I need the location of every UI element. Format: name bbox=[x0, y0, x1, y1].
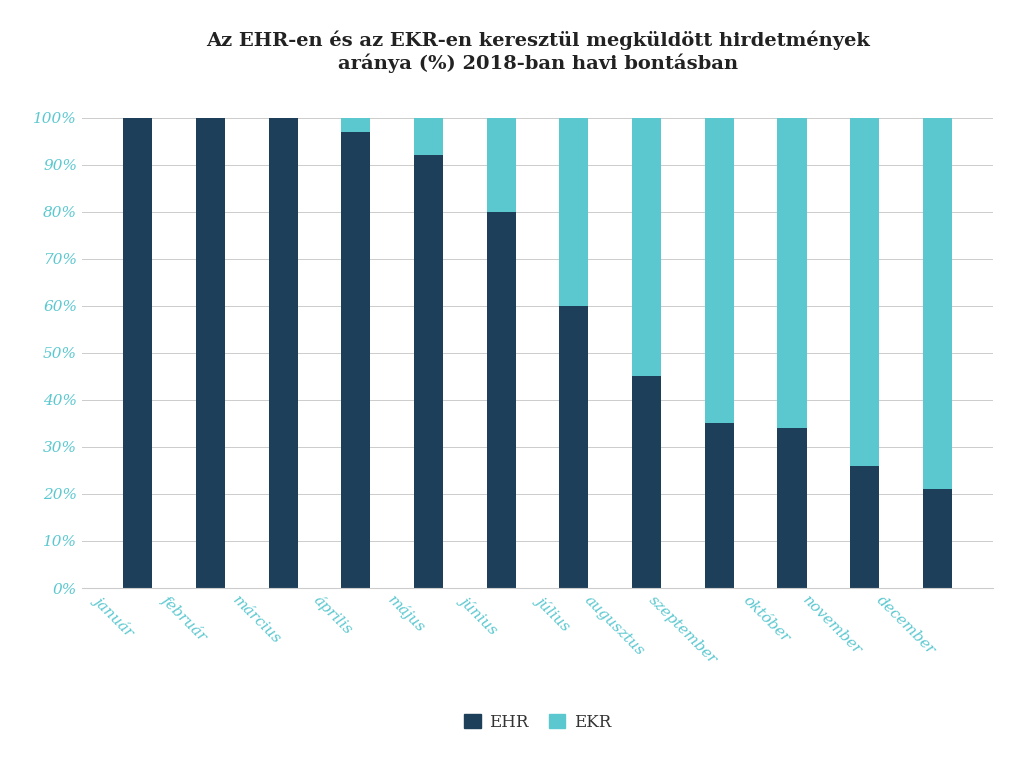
Title: Az EHR-en és az EKR-en keresztül megküldött hirdetmények
aránya (%) 2018-ban hav: Az EHR-en és az EKR-en keresztül megküld… bbox=[206, 31, 869, 73]
Bar bbox=[559, 306, 589, 588]
Bar bbox=[486, 118, 516, 212]
Bar bbox=[632, 118, 662, 376]
Bar bbox=[777, 118, 807, 428]
Bar bbox=[268, 118, 298, 588]
Bar bbox=[632, 376, 662, 588]
Bar bbox=[923, 118, 952, 489]
Bar bbox=[341, 118, 371, 132]
Bar bbox=[850, 118, 880, 466]
Bar bbox=[923, 489, 952, 588]
Bar bbox=[414, 118, 443, 155]
Bar bbox=[850, 466, 880, 588]
Legend: EHR, EKR: EHR, EKR bbox=[458, 707, 617, 738]
Bar bbox=[559, 118, 589, 306]
Bar bbox=[705, 118, 734, 423]
Bar bbox=[341, 132, 371, 588]
Bar bbox=[414, 155, 443, 588]
Bar bbox=[777, 428, 807, 588]
Bar bbox=[486, 212, 516, 588]
Bar bbox=[705, 423, 734, 588]
Bar bbox=[123, 118, 153, 588]
Bar bbox=[196, 118, 225, 588]
